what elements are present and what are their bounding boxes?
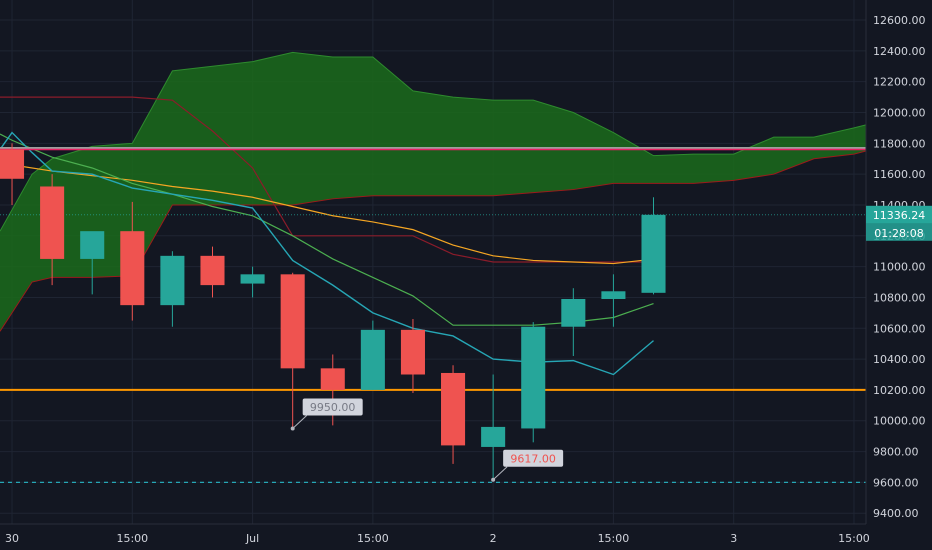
price-axis-tick-label: 11800.00: [873, 137, 926, 150]
time-axis-tick-label: 15:00: [838, 532, 870, 545]
time-axis-tick-label: 3: [730, 532, 737, 545]
candle-body: [601, 291, 626, 299]
cloud-upper-line: [0, 51, 867, 232]
time-axis-tick-label: 15:00: [357, 532, 389, 545]
countdown-tag: [866, 223, 932, 241]
cloud-fill: [0, 52, 866, 332]
countdown-value: 01:28:08: [874, 227, 923, 240]
time-axis[interactable]: 30 15:00 Jul 15:00 2 15:00 3 15:00: [5, 532, 870, 545]
time-axis-tick-label: 30: [5, 532, 19, 545]
annotation-label: 9617.00: [510, 452, 556, 465]
candle-body: [320, 368, 345, 390]
price-axis-tick-label: 9400.00: [873, 507, 919, 520]
price-axis-tick-label: 12200.00: [873, 76, 926, 89]
candle-body: [360, 329, 385, 390]
price-axis-panel[interactable]: [866, 0, 932, 550]
current-price-tag: [866, 205, 932, 224]
candle-body: [521, 326, 546, 429]
current-price-value: 11336.24: [873, 209, 926, 222]
price-axis-tick-label: 10600.00: [873, 322, 926, 335]
candle-body: [200, 255, 225, 286]
price-axis-tick-label: 12000.00: [873, 107, 926, 120]
price-axis-tick-label: 11600.00: [873, 168, 926, 181]
annotation-pointer: [492, 466, 508, 481]
candle-body: [400, 329, 425, 375]
candle-body: [280, 274, 305, 369]
horizontal-lines[interactable]: [0, 146, 866, 483]
candle-body: [160, 255, 185, 306]
candle-body: [40, 186, 65, 259]
candle-body: [80, 231, 105, 259]
time-axis-tick-label: Jul: [245, 532, 259, 545]
annotation-dot: [491, 477, 496, 482]
candle-body: [0, 149, 25, 179]
annotations: 9950.00 9617.00: [290, 398, 564, 482]
annotation-dot: [290, 426, 295, 431]
candles: [0, 143, 666, 480]
price-axis-tick-label: 12400.00: [873, 45, 926, 58]
candle-body: [120, 231, 145, 306]
price-axis-tick-label: 10800.00: [873, 291, 926, 304]
time-axis-panel[interactable]: [0, 524, 932, 550]
price-axis-tick-label: 12600.00: [873, 14, 926, 27]
sma-orange-line: [0, 162, 642, 265]
time-axis-tick-label: 15:00: [598, 532, 630, 545]
time-axis-tick-label: 15:00: [116, 532, 148, 545]
annotation-box: [302, 398, 363, 416]
time-axis-tick-label: 2: [490, 532, 497, 545]
price-axis-tick-label: 10400.00: [873, 353, 926, 366]
annotation-box: [503, 449, 564, 467]
price-axis-tick-label: 9800.00: [873, 446, 919, 459]
annotation-pointer: [292, 415, 308, 429]
price-tags: 11336.24 01:28:08: [866, 205, 932, 241]
sma-green-line: [0, 133, 654, 326]
candle-body: [641, 214, 666, 293]
candle-body: [561, 298, 586, 327]
price-axis-tick-label: 10000.00: [873, 415, 926, 428]
price-axis-tick-label: 11000.00: [873, 261, 926, 274]
annotation-label: 9950.00: [310, 401, 356, 414]
candle-body: [240, 274, 265, 284]
price-axis[interactable]: 12600.00 12400.00 12200.00 12000.00 11800.00…: [873, 14, 926, 520]
price-axis-tick-label: 10200.00: [873, 384, 926, 397]
candle-body: [441, 372, 466, 446]
candle-body: [481, 426, 506, 447]
price-axis-tick-label: 9600.00: [873, 476, 919, 489]
